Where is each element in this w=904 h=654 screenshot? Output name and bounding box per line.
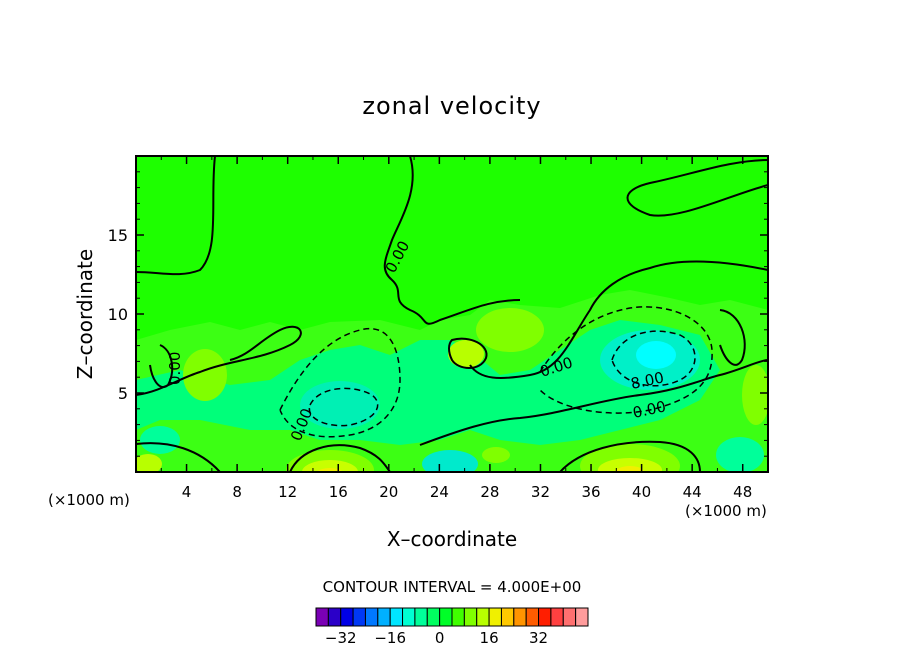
contour-label: 0.00 <box>166 352 184 385</box>
colorbar-swatch <box>463 607 478 627</box>
contour-zero-bottom-right <box>559 440 701 472</box>
x-tick-label: 8 <box>232 483 242 501</box>
region-positive-6 <box>183 349 227 401</box>
colorbar-swatch <box>364 607 379 627</box>
contour-zero-lower <box>136 325 302 396</box>
contour-zero-right-band <box>469 260 768 379</box>
contour-right-loop <box>719 309 746 366</box>
region-negative-4 <box>140 426 180 454</box>
region-positive-2-mid <box>598 458 662 472</box>
region-negative-3 <box>422 450 478 472</box>
x-tick-label: 48 <box>733 483 752 501</box>
y-axis: 5 10 15 <box>108 171 768 457</box>
colorbar-tick-labels: −32 −16 0 16 32 <box>325 629 548 647</box>
x-unit-left: (×1000 m) <box>48 491 130 509</box>
contour-small-loop <box>448 337 488 369</box>
contour-lines <box>136 156 768 472</box>
x-tick-label: 44 <box>683 483 702 501</box>
region-positive-3 <box>136 454 162 472</box>
colorbar-swatch <box>575 607 589 627</box>
contour-negative-4 <box>611 330 696 387</box>
colorbar-tick-label: 0 <box>435 629 445 647</box>
contour-zero-upper-right <box>626 159 768 217</box>
colorbar-swatch <box>562 607 577 627</box>
x-tick-label: 20 <box>379 483 398 501</box>
colorbar-swatch <box>426 607 441 627</box>
contour-zero-bottom-mid <box>289 444 391 472</box>
x-tick-label: 28 <box>480 483 499 501</box>
colorbar-swatch <box>513 607 527 627</box>
x-axis: 4 8 12 16 20 24 28 32 36 40 44 48 <box>160 156 769 501</box>
colorbar-swatch <box>500 607 515 627</box>
colorbar-swatch <box>315 607 329 627</box>
contour-zero-bottom <box>419 359 768 446</box>
x-tick-label: 24 <box>430 483 449 501</box>
colorbar-swatch <box>439 607 453 627</box>
chart-title: zonal velocity <box>362 92 541 120</box>
x-tick-label: 40 <box>632 483 651 501</box>
colorbar-swatch <box>327 607 342 627</box>
contour-dashed-lines <box>279 306 713 438</box>
colorbar-swatch <box>377 607 391 627</box>
colorbar-swatch <box>550 607 564 627</box>
x-axis-label: X–coordinate <box>387 527 517 551</box>
colorbar-tick-label: 16 <box>480 629 499 647</box>
x-tick-label: 12 <box>278 483 297 501</box>
region-positive-4 <box>448 340 484 368</box>
contour-zero-upper-left <box>136 156 216 276</box>
colorbar-swatch <box>476 607 490 627</box>
y-axis-label: Z–coordinate <box>73 249 97 379</box>
region-positive-2-core <box>616 466 644 472</box>
colorbar-swatch <box>538 607 552 627</box>
region-positive-8 <box>482 447 510 463</box>
region-positive-5 <box>476 308 544 352</box>
colorbar-swatch <box>525 607 540 627</box>
region-negative-5 <box>716 437 764 472</box>
y-tick-label: 5 <box>118 384 128 403</box>
colorbar-tick-label: −32 <box>325 629 357 647</box>
x-unit-right: (×1000 m) <box>685 502 767 520</box>
region-negative-1 <box>300 381 380 429</box>
colorbar-swatch <box>352 607 366 627</box>
x-tick-label: 36 <box>581 483 600 501</box>
region-positive-1-core <box>316 468 344 472</box>
colorbar-swatch <box>414 607 428 627</box>
colorbar-swatch <box>340 607 354 627</box>
region-negative-2-core <box>636 341 676 369</box>
x-tick-label: 4 <box>182 483 192 501</box>
contour-negative-left <box>279 327 401 438</box>
colorbar-swatch <box>451 607 465 627</box>
colorbar-swatch <box>488 607 502 627</box>
colorbar-swatch <box>402 607 416 627</box>
colorbar <box>315 607 589 627</box>
contour-interval-text: CONTOUR INTERVAL = 4.000E+00 <box>323 578 582 596</box>
contour-left-loop <box>149 344 174 388</box>
contour-negative-mid <box>308 387 379 427</box>
region-positive-1-mid <box>302 460 358 472</box>
colorbar-tick-label: 32 <box>529 629 548 647</box>
y-tick-label: 10 <box>108 305 128 324</box>
x-tick-label: 32 <box>531 483 550 501</box>
colorbar-tick-label: −16 <box>374 629 406 647</box>
contour-zero-central <box>383 156 521 325</box>
x-tick-label: 16 <box>329 483 348 501</box>
y-tick-label: 15 <box>108 226 128 245</box>
region-positive-7 <box>742 365 768 425</box>
contour-zero-bottom-left <box>136 442 221 472</box>
colorbar-swatch <box>389 607 404 627</box>
